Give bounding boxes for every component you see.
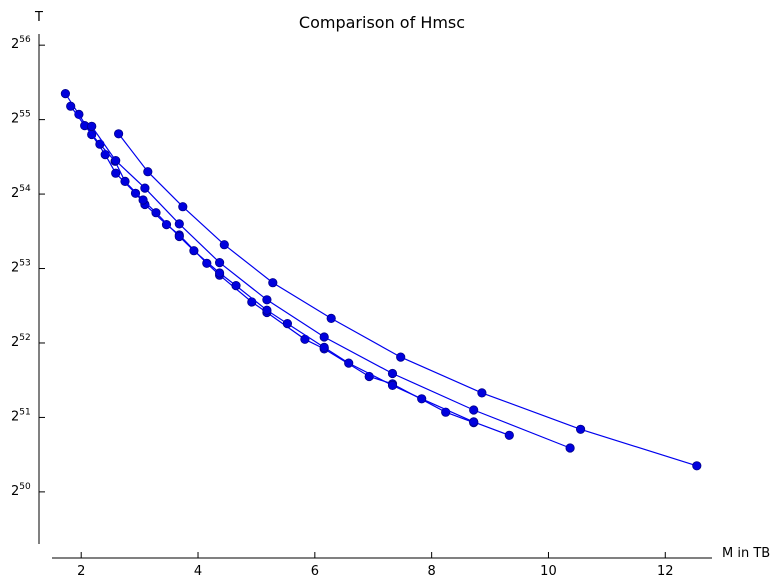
y-axis-label: T — [34, 10, 43, 25]
data-point — [138, 195, 148, 205]
series-line-2 — [70, 105, 510, 436]
data-point — [178, 202, 188, 212]
data-point — [111, 156, 121, 166]
x-tick-label: 10 — [540, 564, 557, 579]
data-point — [111, 168, 121, 178]
data-point — [151, 208, 161, 218]
data-point — [344, 358, 354, 368]
data-point — [396, 352, 406, 362]
data-point — [565, 443, 575, 453]
series-line-4 — [118, 133, 697, 467]
data-point — [469, 417, 479, 427]
data-point — [120, 176, 130, 186]
data-point — [66, 101, 76, 111]
y-tick-label: 252 — [11, 333, 31, 350]
data-point — [692, 461, 702, 471]
series-line-3 — [91, 125, 571, 449]
data-point — [215, 257, 225, 268]
data-point — [319, 342, 329, 352]
data-point — [87, 121, 97, 131]
y-tick-label: 251 — [11, 407, 31, 424]
data-point — [215, 268, 225, 278]
series-line-1 — [64, 93, 474, 424]
data-point — [100, 150, 110, 160]
data-point — [575, 424, 586, 434]
chart-title: Comparison of Hmsc — [299, 13, 465, 32]
data-point — [219, 240, 229, 250]
y-tick-label: 255 — [11, 110, 31, 127]
x-axis-label: M in TB — [722, 546, 770, 561]
y-tick-label: 256 — [11, 35, 31, 52]
y-ticks: 250 251 252 253 254 255 256 — [11, 35, 45, 499]
data-point — [268, 278, 278, 288]
x-tick-label: 4 — [194, 564, 202, 579]
x-tick-label: 12 — [657, 564, 674, 579]
x-ticks: 2 4 6 8 10 12 — [77, 552, 674, 579]
data-point — [114, 129, 124, 139]
data-point — [387, 380, 398, 390]
y-tick-label: 254 — [11, 184, 31, 201]
data-point — [174, 219, 184, 229]
data-point — [477, 388, 487, 398]
x-tick-label: 8 — [428, 564, 436, 579]
data-point — [231, 280, 241, 291]
data-point — [262, 295, 272, 305]
data-point — [417, 394, 427, 404]
data-point — [469, 405, 479, 415]
data-point — [247, 297, 257, 307]
y-tick-label: 253 — [11, 259, 31, 276]
data-point — [140, 183, 150, 193]
data-point — [60, 89, 71, 99]
data-point — [326, 313, 336, 323]
data-point — [262, 305, 272, 315]
data-point — [202, 258, 212, 268]
y-tick-label: 250 — [11, 482, 31, 499]
x-tick-label: 2 — [77, 564, 85, 579]
data-point — [387, 368, 398, 379]
data-point — [174, 231, 184, 242]
data-point — [74, 109, 84, 120]
x-tick-label: 6 — [311, 564, 319, 579]
data-point — [504, 430, 514, 440]
data-point — [130, 188, 141, 198]
data-point — [143, 167, 153, 177]
data-point — [319, 332, 329, 342]
data-point — [189, 246, 199, 256]
data-point — [282, 318, 292, 329]
data-point — [161, 220, 172, 230]
series-layer — [60, 89, 702, 471]
